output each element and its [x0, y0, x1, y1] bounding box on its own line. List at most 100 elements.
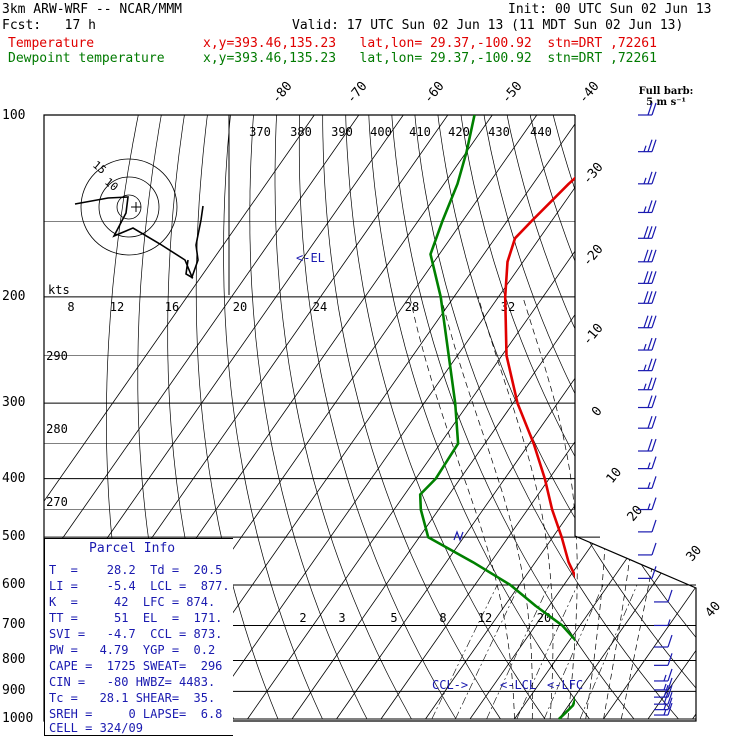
isotherm-label: 40	[703, 599, 725, 621]
theta-label: 370	[249, 125, 271, 139]
init-time: Init: 00 UTC Sun 02 Jun 13	[508, 2, 712, 17]
theta-label: 380	[290, 125, 312, 139]
pressure-tick-100: 100	[2, 108, 26, 123]
wind-barb-flag	[647, 377, 653, 390]
dewpoint-location-info: x,y=393.46,135.23 lat,lon= 29.37,-100.92…	[203, 51, 657, 66]
wind-barb-half	[663, 703, 667, 710]
theta-labels: 370 380 390 400 410 420 430 440 290 280 270	[46, 125, 552, 509]
wind-barb-flag	[651, 377, 657, 390]
wind-barb	[654, 684, 673, 698]
temperature-location-info: x,y=393.46,135.23 lat,lon= 29.37,-100.92…	[203, 36, 657, 51]
wind-barb-flag	[663, 691, 669, 705]
wind-barb-flag	[667, 684, 673, 698]
wind-barb-flag	[651, 456, 657, 469]
pressure-tick-1000: 1000	[2, 711, 34, 726]
lfc-marker: <-LFC	[547, 678, 583, 692]
isotherm-line	[425, 115, 696, 720]
wind-barb	[654, 589, 673, 603]
wind-barb	[654, 702, 673, 716]
dry-adiabat	[345, 115, 546, 720]
wind-barbs	[638, 102, 673, 716]
mixing-ratio-label: 2	[299, 611, 306, 625]
wind-barb	[638, 497, 657, 511]
theta-label: 440	[530, 125, 552, 139]
dry-adiabat	[322, 115, 501, 720]
moist-adiabats	[409, 296, 686, 720]
parcel-row: LI = -5.4 LCL = 877.	[49, 579, 230, 593]
dry-adiabat	[368, 115, 590, 720]
wind-barb-flag	[651, 415, 657, 429]
pressure-tick-200: 200	[2, 289, 26, 304]
pressure-tick-900: 900	[2, 683, 26, 698]
isotherm-labels: -80 -70 -60 -50 -40 -30 -20 -10 0 10 20 30 40	[269, 79, 724, 621]
theta-side-label: 280	[46, 422, 68, 436]
wind-barb-flag	[647, 171, 653, 185]
wind-barb	[638, 395, 657, 409]
wind-barb-half	[643, 177, 647, 185]
wind-barb-flag	[651, 438, 657, 452]
wind-barb	[638, 337, 657, 351]
mixing-ratio-label: 16	[165, 300, 179, 314]
level-labels: <-EL CCL-> <-LCL <-LFC	[296, 251, 583, 692]
wind-barb-flag	[651, 200, 657, 213]
wind-barb	[654, 668, 673, 682]
wind-barb	[638, 249, 657, 263]
wind-barb-half	[647, 462, 651, 469]
moist-adiabat	[574, 296, 607, 720]
wind-barb-flag	[651, 337, 657, 351]
parcel-row: K = 42 LFC = 874.	[49, 595, 216, 609]
wind-barb	[638, 377, 657, 391]
theta-side-label: 290	[46, 349, 68, 363]
isotherm-line	[558, 115, 696, 720]
dry-adiabat	[249, 115, 368, 720]
diagram-frame	[43, 114, 697, 722]
wind-barb-flag	[651, 542, 657, 556]
wind-barb	[654, 619, 671, 627]
wind-barb	[638, 200, 657, 214]
wind-barb-half	[663, 708, 667, 716]
mixing-ratio-label: 8	[67, 300, 74, 314]
parcel-row: CELL = 324/09	[49, 721, 143, 735]
wind-barb	[654, 653, 673, 666]
wind-barb-half	[643, 343, 647, 351]
wind-barb-flag	[667, 702, 673, 716]
isotherm-label: -30	[580, 160, 607, 188]
pressure-tick-400: 400	[2, 471, 26, 486]
wind-barb	[654, 677, 673, 691]
temperature-profile	[503, 176, 575, 579]
wind-barb-flag	[651, 519, 657, 533]
isotherm-label: -60	[421, 79, 448, 107]
wind-barb-flag	[651, 291, 657, 304]
hodograph-ring	[80, 158, 178, 256]
wind-barb-flag	[651, 139, 657, 152]
isotherm-line	[692, 115, 696, 720]
theta-label: 390	[331, 125, 353, 139]
parcel-row: PW = 4.79 YGP = 0.2	[49, 643, 216, 657]
mixing-ratio-label: 3	[338, 611, 345, 625]
wind-barb-flag	[667, 668, 673, 682]
wind-barb-flag	[651, 476, 657, 489]
dry-adiabat	[391, 115, 635, 720]
theta-label: 420	[448, 125, 470, 139]
model-title: 3km ARW-WRF -- NCAR/MMM	[2, 2, 183, 17]
parcel-row: TT = 51 EL = 171.	[49, 611, 223, 625]
wind-barb	[638, 456, 657, 470]
isotherm-label: -80	[269, 79, 296, 107]
isotherm-label: -10	[580, 321, 607, 349]
dry-adiabat	[529, 115, 696, 720]
wind-barb-flag	[651, 171, 657, 185]
wind-barb	[638, 566, 657, 579]
wind-barb	[638, 438, 657, 452]
wind-barb-flag	[647, 337, 653, 351]
mixing-ratio-line	[516, 584, 578, 720]
parcel-row: Tc = 28.1 SHEAR= 35.	[49, 691, 216, 705]
ccl-marker: CCL->	[432, 678, 468, 692]
wind-barb	[638, 415, 657, 429]
pressure-tick-300: 300	[2, 395, 26, 410]
dry-adiabat	[437, 115, 696, 720]
forecast-hour: Fcst: 17 h	[2, 18, 96, 33]
wind-barb-flag	[651, 271, 657, 284]
dry-adiabat	[195, 115, 279, 720]
isotherm-label: -40	[576, 79, 603, 107]
